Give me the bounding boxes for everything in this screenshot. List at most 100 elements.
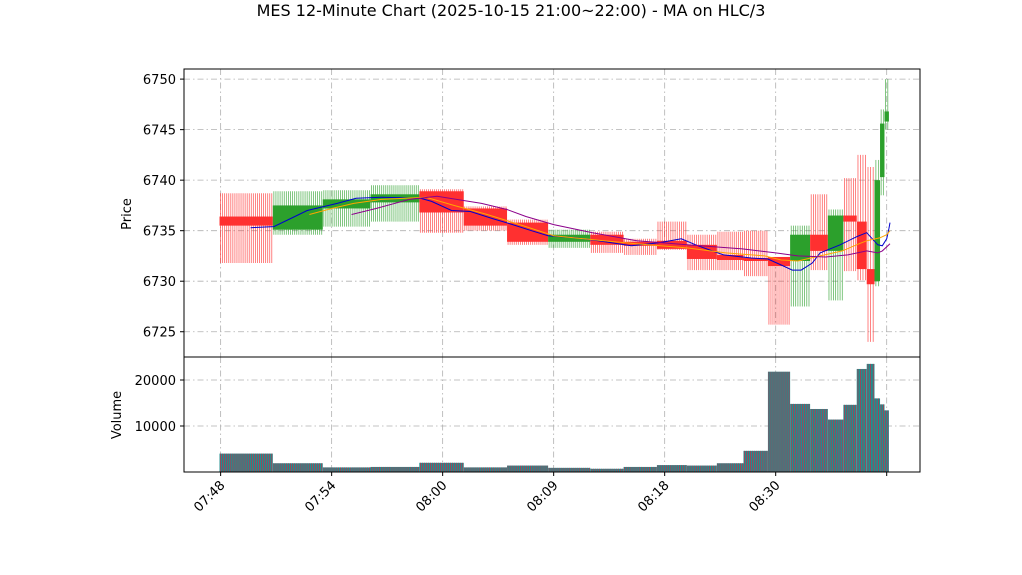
x-tick-label-0: 07:48 bbox=[191, 478, 228, 515]
candle-body bbox=[322, 199, 371, 209]
price-axis-label: Price bbox=[120, 198, 135, 230]
volume-bar-fill bbox=[656, 465, 687, 472]
price-y-tick-label-1: 6730 bbox=[143, 275, 176, 290]
volume-panel-frame bbox=[183, 356, 921, 473]
volume-bar-3 bbox=[370, 466, 420, 472]
volume-bar-18 bbox=[843, 404, 857, 472]
volume-bar-13 bbox=[743, 450, 768, 472]
candle-6 bbox=[507, 219, 549, 245]
volume-bar-fill bbox=[219, 453, 273, 472]
candle-19 bbox=[856, 154, 867, 281]
price-y-ticks: 6725 6730 6735 6740 6745 6750 bbox=[143, 73, 184, 341]
volume-bar-fill bbox=[623, 466, 657, 472]
volume-bar-fill bbox=[507, 465, 549, 472]
volume-bar-22 bbox=[880, 404, 885, 472]
candle-body bbox=[790, 234, 811, 261]
volume-axis-label: Volume bbox=[110, 391, 125, 439]
volume-bar-20 bbox=[866, 363, 875, 472]
candle-body bbox=[884, 111, 889, 122]
candle-body bbox=[548, 234, 591, 242]
ma-line-1 bbox=[309, 196, 891, 262]
candle-body bbox=[843, 215, 857, 222]
volume-y-tick-label-1: 20000 bbox=[135, 374, 176, 389]
candle-body bbox=[880, 123, 885, 178]
candle-0 bbox=[219, 193, 273, 264]
volume-bar-fill bbox=[874, 398, 881, 472]
chart-title: MES 12-Minute Chart (2025-10-15 21:00~22… bbox=[257, 1, 766, 20]
x-tick-label-3: 08:09 bbox=[524, 478, 561, 515]
candle-body bbox=[810, 234, 828, 251]
volume-bar-fill bbox=[686, 465, 717, 472]
volume-bar-fill bbox=[843, 404, 857, 472]
candle-18 bbox=[843, 178, 857, 272]
volume-bar-9 bbox=[623, 466, 657, 472]
price-candles bbox=[219, 79, 889, 342]
candle-body bbox=[656, 240, 687, 249]
volume-bar-fill bbox=[272, 463, 323, 472]
volume-bar-fill bbox=[419, 462, 464, 472]
candle-14 bbox=[767, 256, 791, 325]
price-y-tick-label-3: 6740 bbox=[143, 174, 176, 189]
candle-body bbox=[272, 205, 323, 230]
volume-bar-17 bbox=[827, 419, 844, 472]
candle-15 bbox=[790, 225, 811, 307]
volume-bar-1 bbox=[272, 463, 323, 472]
volume-bar-11 bbox=[686, 465, 717, 472]
volume-bar-fill bbox=[590, 468, 624, 472]
volume-bar-0 bbox=[219, 453, 273, 472]
volume-bar-23 bbox=[884, 410, 889, 472]
x-tick-label-4: 08:18 bbox=[635, 478, 672, 515]
price-y-tick-label-0: 6725 bbox=[143, 326, 176, 341]
candle-body bbox=[856, 221, 867, 270]
volume-bar-fill bbox=[743, 450, 768, 472]
candle-body bbox=[219, 216, 273, 226]
candle-body bbox=[743, 257, 768, 261]
price-y-tick-label-2: 6735 bbox=[143, 225, 176, 240]
candle-1 bbox=[272, 191, 323, 235]
x-tick-label-2: 08:00 bbox=[413, 478, 450, 515]
candle-body bbox=[507, 222, 549, 242]
price-y-tick-label-5: 6750 bbox=[143, 73, 176, 88]
price-y-tick-label-4: 6745 bbox=[143, 124, 176, 139]
x-ticks: 07:48 07:54 08:00 08:09 08:18 08:30 bbox=[191, 472, 888, 515]
candle-23 bbox=[884, 79, 889, 130]
candle-17 bbox=[827, 209, 844, 301]
volume-bar-10 bbox=[656, 465, 687, 472]
volume-bar-19 bbox=[856, 368, 867, 472]
candle-13 bbox=[743, 230, 768, 277]
price-ma-lines bbox=[250, 195, 891, 271]
volume-bar-fill bbox=[810, 408, 828, 472]
candle-body bbox=[827, 215, 844, 251]
candle-11 bbox=[686, 234, 717, 271]
x-tick-label-5: 08:30 bbox=[746, 478, 783, 515]
volume-bar-7 bbox=[548, 467, 591, 472]
candle-22 bbox=[880, 109, 885, 196]
candle-20 bbox=[866, 167, 875, 342]
candle-21 bbox=[874, 159, 881, 287]
volume-bar-fill bbox=[370, 466, 420, 472]
volume-bar-12 bbox=[716, 463, 744, 472]
x-tick-label-1: 07:54 bbox=[302, 478, 339, 515]
volume-y-tick-label-0: 10000 bbox=[135, 420, 176, 435]
candle-12 bbox=[716, 231, 744, 271]
volume-bar-5 bbox=[463, 467, 508, 472]
volume-bar-fill bbox=[856, 368, 867, 472]
price-grid bbox=[184, 69, 920, 357]
volume-bar-fill bbox=[880, 404, 885, 472]
volume-bar-21 bbox=[874, 398, 881, 472]
volume-bar-2 bbox=[322, 467, 371, 472]
candle-body bbox=[590, 234, 624, 245]
volume-bar-4 bbox=[419, 462, 464, 472]
candle-body bbox=[716, 254, 744, 260]
candle-body bbox=[866, 269, 875, 285]
volume-bars bbox=[219, 363, 889, 472]
candle-16 bbox=[810, 194, 828, 271]
volume-bar-8 bbox=[590, 468, 624, 472]
volume-bar-fill bbox=[884, 410, 889, 472]
volume-bar-15 bbox=[790, 403, 811, 472]
ma-line-2 bbox=[351, 195, 891, 258]
candle-body bbox=[767, 256, 791, 267]
volume-bar-6 bbox=[507, 465, 549, 472]
